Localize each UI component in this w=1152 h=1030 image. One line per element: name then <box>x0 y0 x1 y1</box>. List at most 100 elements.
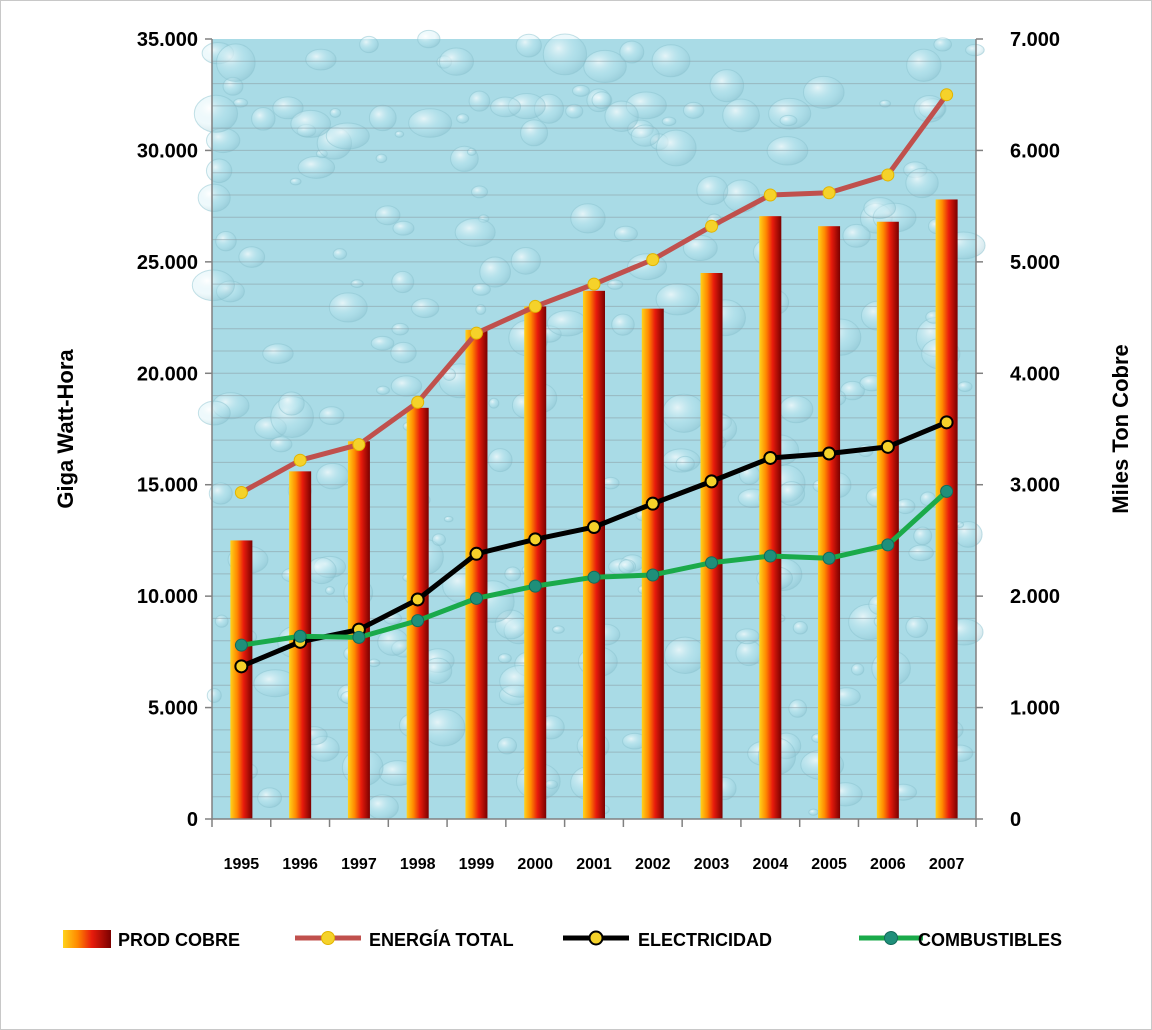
texture-drop <box>722 179 761 213</box>
texture-drop <box>278 391 305 416</box>
texture-drop <box>390 375 423 397</box>
x-tick-label-1995: 1995 <box>224 856 260 873</box>
legend-combustibles-marker <box>884 931 898 945</box>
texture-drop <box>619 40 645 64</box>
texture-drop <box>661 116 677 127</box>
texture-drop <box>329 108 342 118</box>
texture-drop <box>792 621 808 635</box>
texture-drop <box>205 158 233 184</box>
point-combustibles-2005 <box>822 551 836 565</box>
y-left-tick-label: 20.000 <box>137 363 198 385</box>
legend-energia-label: ENERGÍA TOTAL <box>369 929 514 950</box>
bar-prod-cobre-2005 <box>818 226 841 819</box>
point-electricidad-1995 <box>234 659 249 674</box>
texture-drop <box>777 481 806 506</box>
texture-drop <box>913 526 933 546</box>
texture-drop <box>591 91 613 109</box>
y-right-tick-label: 6.000 <box>1010 140 1060 162</box>
texture-drop <box>350 279 364 288</box>
texture-drop <box>655 129 697 167</box>
point-combustibles-2002 <box>646 568 660 582</box>
texture-drop <box>520 119 549 147</box>
bar-prod-cobre-2003 <box>700 273 723 819</box>
texture-drop <box>583 49 627 84</box>
texture-drop <box>709 69 745 103</box>
texture-drop <box>471 185 489 199</box>
legend-electricidad-label: ELECTRICIDAD <box>638 930 772 950</box>
texture-drop <box>443 515 454 523</box>
legend-combustibles-label: COMBUSTIBLES <box>918 930 1062 950</box>
point-combustibles-2007 <box>940 484 954 498</box>
texture-drop <box>906 48 942 82</box>
texture-drop <box>257 787 283 809</box>
texture-drop <box>851 663 865 676</box>
texture-drop <box>376 385 390 395</box>
texture-drop <box>471 282 491 296</box>
point-energia-total-1997 <box>352 438 366 452</box>
texture-drop <box>214 614 229 628</box>
texture-drop <box>618 559 637 574</box>
texture-drop <box>957 381 973 393</box>
point-energia-total-1996 <box>293 453 307 467</box>
texture-drop <box>965 43 985 57</box>
texture-drop <box>722 98 760 133</box>
texture-drop <box>546 310 588 337</box>
point-electricidad-2004 <box>763 450 778 465</box>
x-tick-label-1996: 1996 <box>282 856 318 873</box>
texture-drop <box>497 653 512 664</box>
bar-prod-cobre-2001 <box>583 290 605 819</box>
y-right-tick-label: 3.000 <box>1010 475 1060 497</box>
texture-drop <box>394 130 405 138</box>
point-electricidad-1998 <box>410 592 425 607</box>
texture-drop <box>651 44 691 78</box>
texture-drop <box>456 113 470 124</box>
point-electricidad-2005 <box>822 446 837 461</box>
point-combustibles-1999 <box>469 591 483 605</box>
point-combustibles-1995 <box>234 638 248 652</box>
point-combustibles-2006 <box>881 538 895 552</box>
x-tick-label-2005: 2005 <box>811 856 847 873</box>
texture-drop <box>905 167 939 199</box>
texture-drop <box>272 96 304 120</box>
bar-prod-cobre-1998 <box>406 407 429 819</box>
point-electricidad-2002 <box>645 496 660 511</box>
texture-drop <box>208 482 233 505</box>
texture-drop <box>570 203 606 234</box>
texture-drop <box>193 94 239 133</box>
point-combustibles-1996 <box>293 629 307 643</box>
x-tick-label-1997: 1997 <box>341 856 377 873</box>
texture-drop <box>515 33 542 58</box>
bar-prod-cobre-2000 <box>524 306 547 819</box>
texture-drop <box>630 124 660 147</box>
texture-drop <box>206 687 222 703</box>
texture-drop <box>417 29 441 49</box>
texture-drop <box>359 35 379 54</box>
texture-drop <box>779 114 798 127</box>
bar-prod-cobre-2002 <box>641 308 664 819</box>
texture-drop <box>565 103 584 119</box>
x-axis-ticks: 1995 1996 1997 1998 1999 2000 2001 2002 2003 2004… <box>224 856 965 873</box>
texture-drop <box>879 99 892 108</box>
point-energia-total-2007 <box>940 88 954 102</box>
texture-drop <box>305 48 337 71</box>
y-right-tick-label: 2.000 <box>1010 586 1060 608</box>
point-electricidad-2006 <box>880 439 895 454</box>
x-tick-label-2001: 2001 <box>576 856 612 873</box>
texture-drop <box>391 270 415 294</box>
legend: PROD COBRE ENERGÍA TOTAL ELECTRICIDAD CO… <box>63 929 1062 950</box>
texture-drop <box>431 533 446 546</box>
point-energia-total-2006 <box>881 168 895 182</box>
texture-drop <box>613 225 638 242</box>
texture-drop <box>655 283 700 316</box>
bar-prod-cobre-2007 <box>935 199 958 819</box>
point-energia-total-2002 <box>646 253 660 267</box>
y-left-tick-label: 35.000 <box>137 29 198 51</box>
texture-drop <box>475 304 487 315</box>
point-combustibles-1997 <box>352 630 366 644</box>
texture-drop <box>262 343 294 364</box>
texture-drop <box>328 292 368 323</box>
texture-drop <box>675 455 695 472</box>
texture-drop <box>215 230 237 252</box>
texture-drop <box>375 153 388 164</box>
